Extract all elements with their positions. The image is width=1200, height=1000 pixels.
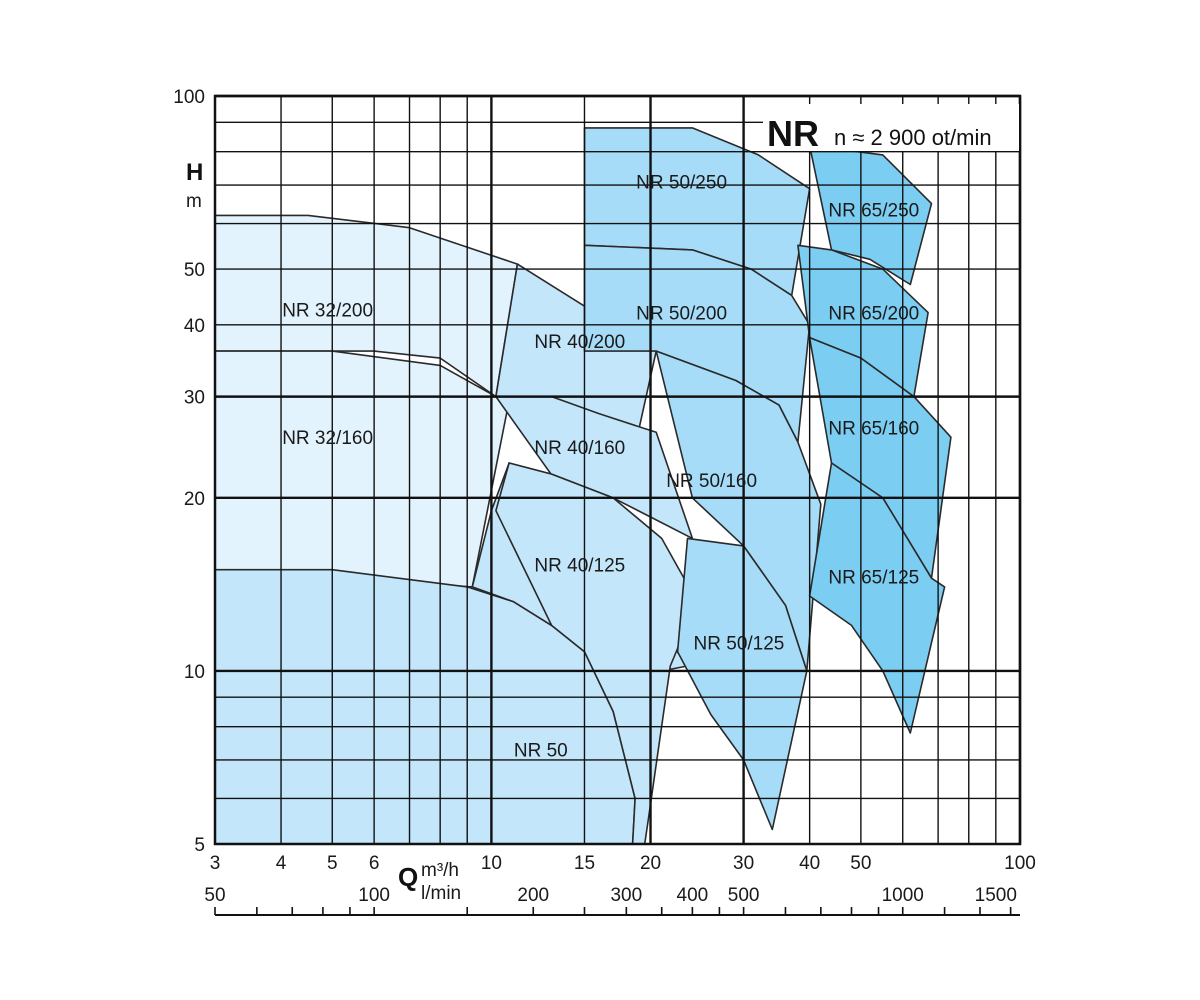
y-tick-label: 5 [194, 835, 205, 856]
region-label-nr-50-250: NR 50/250 [636, 173, 727, 194]
y-tick-label: 40 [184, 316, 205, 337]
y-axis-unit: m [186, 191, 202, 212]
x-secondary-tick-label: 500 [728, 885, 760, 906]
x-tick-label: 100 [1004, 853, 1036, 874]
x-tick-label: 6 [369, 853, 380, 874]
x-tick-label: 15 [574, 853, 595, 874]
region-label-nr-65-200: NR 65/200 [828, 304, 919, 325]
x-tick-label: 20 [640, 853, 661, 874]
region-labels: NR 32/200 NR 32/160 NR 50 NR 40/200 NR 40/16… [282, 173, 919, 762]
y-tick-label: 50 [184, 260, 205, 281]
x-secondary-tick-label: 50 [204, 885, 225, 906]
y-tick-label: 10 [184, 662, 205, 683]
x-secondary-tick-label: 200 [517, 885, 549, 906]
region-label-nr-50-160: NR 50/160 [666, 471, 757, 492]
region-label-nr-65-250: NR 65/250 [828, 200, 919, 221]
region-label-nr-40-125: NR 40/125 [534, 556, 625, 577]
chart-title: NR [767, 113, 819, 154]
x-axis-unit-secondary: l/min [421, 883, 461, 904]
x-tick-label: 40 [799, 853, 820, 874]
title-box [763, 104, 1019, 151]
x-tick-label: 3 [210, 853, 221, 874]
x-tick-label: 4 [276, 853, 287, 874]
plot-frame [213, 94, 1022, 846]
region-nr-32-160 [214, 350, 510, 588]
x-tick-label: 50 [850, 853, 871, 874]
x-axis-label: Q [398, 862, 418, 892]
y-tick-label: 30 [184, 388, 205, 409]
secondary-axis-ticks [214, 907, 1012, 915]
region-label-nr-50-125: NR 50/125 [694, 634, 785, 655]
x-tick-label: 30 [733, 853, 754, 874]
x-secondary-tick-label: 1000 [882, 885, 924, 906]
x-secondary-tick-label: 400 [677, 885, 709, 906]
x-tick-label: 10 [481, 853, 502, 874]
x-axis-unit-primary: m³/h [421, 860, 459, 881]
x-secondary-tick-labels: 50 100 200 300 400 500 1000 1500 [204, 885, 1017, 906]
y-tick-labels: 5 10 20 30 40 50 100 [173, 87, 205, 856]
performance-regions [214, 127, 952, 845]
x-secondary-tick-label: 1500 [975, 885, 1017, 906]
region-label-nr-32-160: NR 32/160 [282, 428, 373, 449]
region-label-nr-65-160: NR 65/160 [828, 419, 919, 440]
y-tick-label: 20 [184, 489, 205, 510]
region-nr-50-125 [676, 537, 808, 831]
region-label-nr-50-200: NR 50/200 [636, 304, 727, 325]
chart-subtitle: n ≈ 2 900 ot/min [834, 125, 992, 150]
x-secondary-tick-label: 100 [358, 885, 390, 906]
region-label-nr-65-125: NR 65/125 [828, 567, 919, 588]
x-secondary-tick-label: 300 [610, 885, 642, 906]
region-label-nr-40-160: NR 40/160 [534, 438, 625, 459]
x-tick-labels: 3 4 5 6 10 15 20 30 40 50 100 [210, 853, 1036, 874]
region-nr-65-125 [808, 462, 946, 734]
region-label-nr-50: NR 50 [514, 741, 568, 762]
region-label-nr-40-200: NR 40/200 [534, 332, 625, 353]
region-label-nr-32-200: NR 32/200 [282, 301, 373, 322]
y-tick-label: 100 [173, 87, 205, 108]
x-tick-label: 5 [327, 853, 338, 874]
y-axis-label: H [186, 159, 203, 186]
